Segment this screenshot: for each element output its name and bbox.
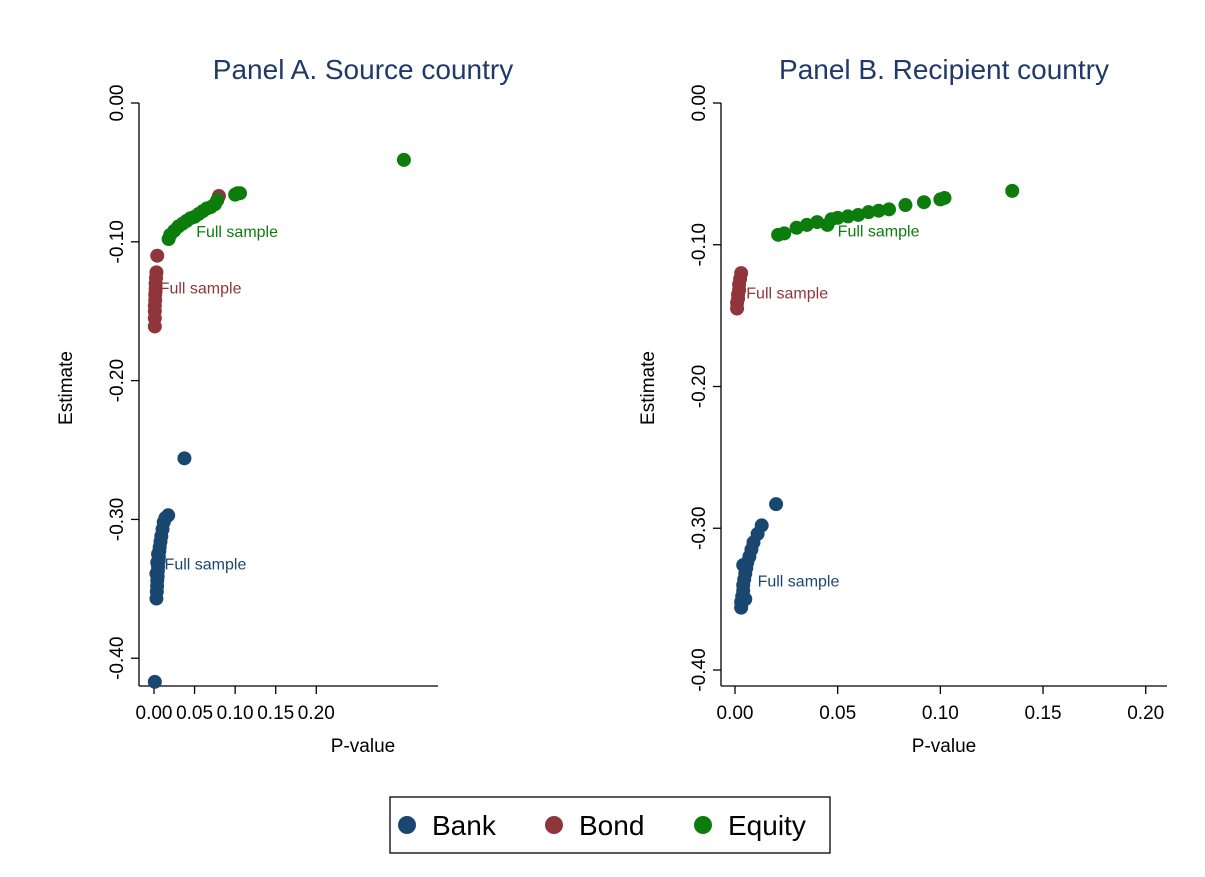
data-point-bond xyxy=(147,319,162,334)
legend: Bank Bond Equity xyxy=(389,796,831,854)
series-bond xyxy=(147,189,226,334)
series-bank xyxy=(734,497,784,615)
legend-label-equity: Equity xyxy=(728,810,806,841)
legend-box xyxy=(389,796,831,854)
data-point-bank xyxy=(736,558,751,573)
data-point-equity xyxy=(861,205,876,220)
x-tick-label: 0.00 xyxy=(136,703,173,724)
data-point-equity xyxy=(871,203,886,218)
x-tick-label: 0.20 xyxy=(1127,703,1164,724)
annotation-full-sample-equity: Full sample xyxy=(838,223,920,240)
series-equity xyxy=(771,183,1020,242)
data-point-equity xyxy=(840,209,855,224)
x-tick-label: 0.15 xyxy=(257,703,294,724)
series-bank xyxy=(147,451,192,689)
y-tick-label: -0.30 xyxy=(689,507,710,550)
data-point-equity xyxy=(898,198,913,213)
legend-label-bond: Bond xyxy=(579,810,644,841)
data-point-equity xyxy=(937,190,952,205)
data-point-equity xyxy=(882,202,897,217)
y-tick-label: -0.40 xyxy=(107,637,128,680)
x-tick-label: 0.20 xyxy=(298,703,335,724)
y-tick-label: -0.40 xyxy=(689,648,710,691)
data-point-equity xyxy=(777,226,792,241)
legend-label-bank: Bank xyxy=(432,810,497,841)
y-axis-title: Estimate xyxy=(56,351,77,425)
data-point-bond xyxy=(730,301,745,316)
y-tick-label: -0.20 xyxy=(689,365,710,408)
annotation-full-sample-bond: Full sample xyxy=(160,280,242,297)
series-bond xyxy=(730,266,749,316)
data-point-bank xyxy=(738,592,753,607)
y-tick-label: -0.10 xyxy=(107,220,128,263)
data-point-bank xyxy=(769,497,784,512)
y-tick-label: -0.20 xyxy=(107,359,128,402)
annotation-full-sample-bond: Full sample xyxy=(746,286,828,303)
data-point-bond xyxy=(150,248,165,263)
x-tick-label: 0.00 xyxy=(717,703,754,724)
annotation-full-sample-bank: Full sample xyxy=(758,573,840,590)
data-point-equity xyxy=(233,186,248,201)
x-tick-label: 0.10 xyxy=(922,703,959,724)
data-point-bank xyxy=(147,674,162,689)
x-tick-label: 0.05 xyxy=(819,703,856,724)
data-point-bank xyxy=(149,591,164,606)
annotation-full-sample-equity: Full sample xyxy=(196,224,278,241)
data-point-equity xyxy=(830,210,845,225)
y-axis-title: Estimate xyxy=(638,351,659,425)
panel-b: Panel B. Recipient country 0.00 -0.10 -0.20… xyxy=(638,54,1167,757)
data-point-equity xyxy=(210,193,225,208)
panel-title: Panel A. Source country xyxy=(213,54,513,85)
legend-marker-equity xyxy=(694,816,712,834)
panel-a: Panel A. Source country 0.00 -0.10 -0.20 -0.… xyxy=(56,54,513,757)
y-tick-label: 0.00 xyxy=(107,85,128,122)
y-tick-label: -0.10 xyxy=(689,223,710,266)
y-tick-label: -0.30 xyxy=(107,498,128,541)
legend-marker-bond xyxy=(545,816,563,834)
data-point-bank xyxy=(151,547,166,562)
x-tick-label: 0.15 xyxy=(1025,703,1062,724)
x-tick-label: 0.10 xyxy=(217,703,254,724)
data-point-equity xyxy=(916,195,931,210)
panel-title: Panel B. Recipient country xyxy=(779,54,1109,85)
x-tick-label: 0.05 xyxy=(176,703,213,724)
series-equity xyxy=(161,152,411,247)
y-tick-label: 0.00 xyxy=(689,85,710,122)
panels: Panel A. Source country 0.00 -0.10 -0.20 -0.… xyxy=(56,54,1167,757)
legend-marker-bank xyxy=(398,816,416,834)
data-point-equity xyxy=(396,152,411,167)
data-point-bank xyxy=(177,451,192,466)
x-axis-title: P-value xyxy=(912,736,976,757)
data-point-equity xyxy=(1005,183,1020,198)
annotation-full-sample-bank: Full sample xyxy=(165,557,247,574)
x-axis-title: P-value xyxy=(331,736,395,757)
data-point-bank xyxy=(149,566,164,581)
